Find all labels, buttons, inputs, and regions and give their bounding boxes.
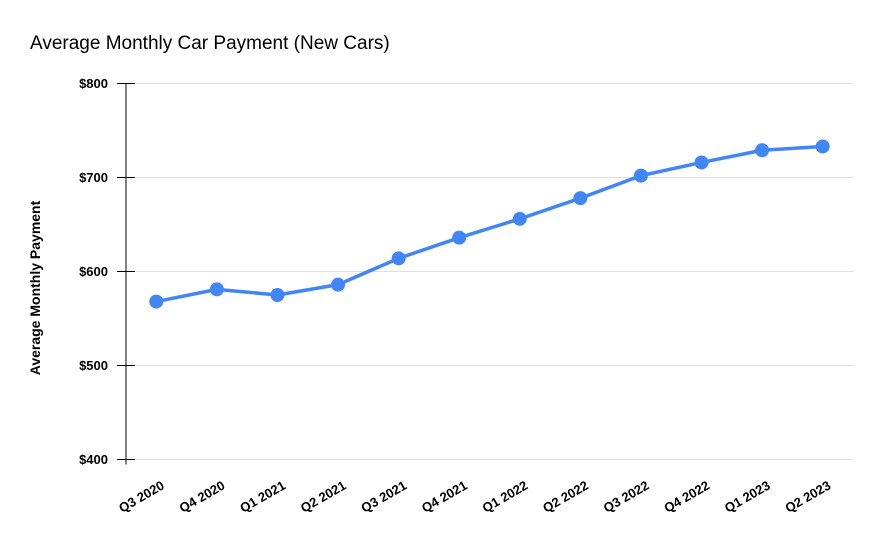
data-point	[209, 282, 224, 297]
data-point	[149, 294, 164, 309]
x-axis-labels-group: Q3 2020 Q4 2020 Q1 2021 Q2 2021 Q3 2021 Q4 20…	[116, 478, 833, 516]
series-line	[154, 144, 825, 304]
y-axis-title: Average Monthly Payment	[27, 200, 43, 375]
x-tick-label: Q3 2020	[116, 478, 167, 516]
data-point	[270, 288, 285, 302]
x-tick-label: Q2 2022	[540, 478, 591, 516]
data-point	[452, 230, 467, 245]
y-tick-label: $600	[79, 264, 108, 279]
y-tick-label: $800	[79, 76, 108, 91]
data-point	[573, 191, 588, 206]
data-point	[391, 251, 406, 266]
x-tick-label: Q2 2021	[298, 478, 349, 516]
x-tick-label: Q1 2023	[722, 478, 773, 516]
axis-group: $400 $500 $600 $700 $800	[79, 76, 135, 467]
y-tick-label: $700	[79, 170, 108, 185]
x-tick-label: Q2 2023	[783, 478, 834, 516]
data-point	[694, 155, 709, 170]
x-tick-label: Q3 2022	[601, 478, 652, 516]
data-point	[512, 211, 527, 226]
gridlines-group	[126, 83, 853, 460]
data-point	[331, 277, 346, 292]
x-tick-label: Q1 2022	[480, 478, 531, 516]
data-point	[633, 168, 648, 183]
x-tick-label: Q4 2022	[661, 478, 712, 516]
x-tick-label: Q4 2020	[177, 478, 228, 516]
chart-title: Average Monthly Car Payment (New Cars)	[30, 33, 390, 54]
y-tick-label: $500	[79, 358, 108, 373]
x-tick-label: Q3 2021	[358, 478, 409, 516]
data-point	[755, 143, 770, 158]
x-tick-label: Q1 2021	[237, 478, 288, 516]
data-series-group	[149, 139, 830, 309]
y-tick-label: $400	[79, 452, 108, 467]
x-tick-label: Q4 2021	[419, 478, 470, 516]
data-point	[815, 139, 830, 154]
